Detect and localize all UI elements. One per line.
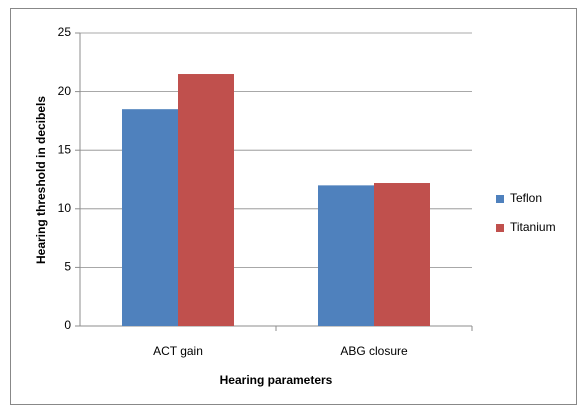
y-tick-label: 15: [58, 142, 72, 156]
y-tick-label: 10: [58, 201, 72, 215]
y-tick-label: 5: [64, 260, 71, 274]
legend-swatch: [496, 195, 504, 203]
y-tick-label: 0: [64, 318, 71, 332]
legend-swatch: [496, 224, 504, 232]
chart-frame: [10, 8, 577, 405]
x-tick-label: ACT gain: [153, 344, 203, 358]
legend-label: Teflon: [510, 191, 542, 205]
bar: [178, 74, 234, 327]
legend-label: Titanium: [510, 220, 556, 234]
y-axis-label: Hearing threshold in decibels: [34, 96, 48, 264]
x-axis-label: Hearing parameters: [220, 373, 333, 387]
y-tick-label: 20: [58, 84, 72, 98]
bar: [374, 183, 430, 326]
bar: [318, 185, 374, 326]
bar: [122, 109, 178, 327]
y-tick-label: 25: [58, 25, 72, 39]
x-tick-label: ABG closure: [340, 344, 408, 358]
